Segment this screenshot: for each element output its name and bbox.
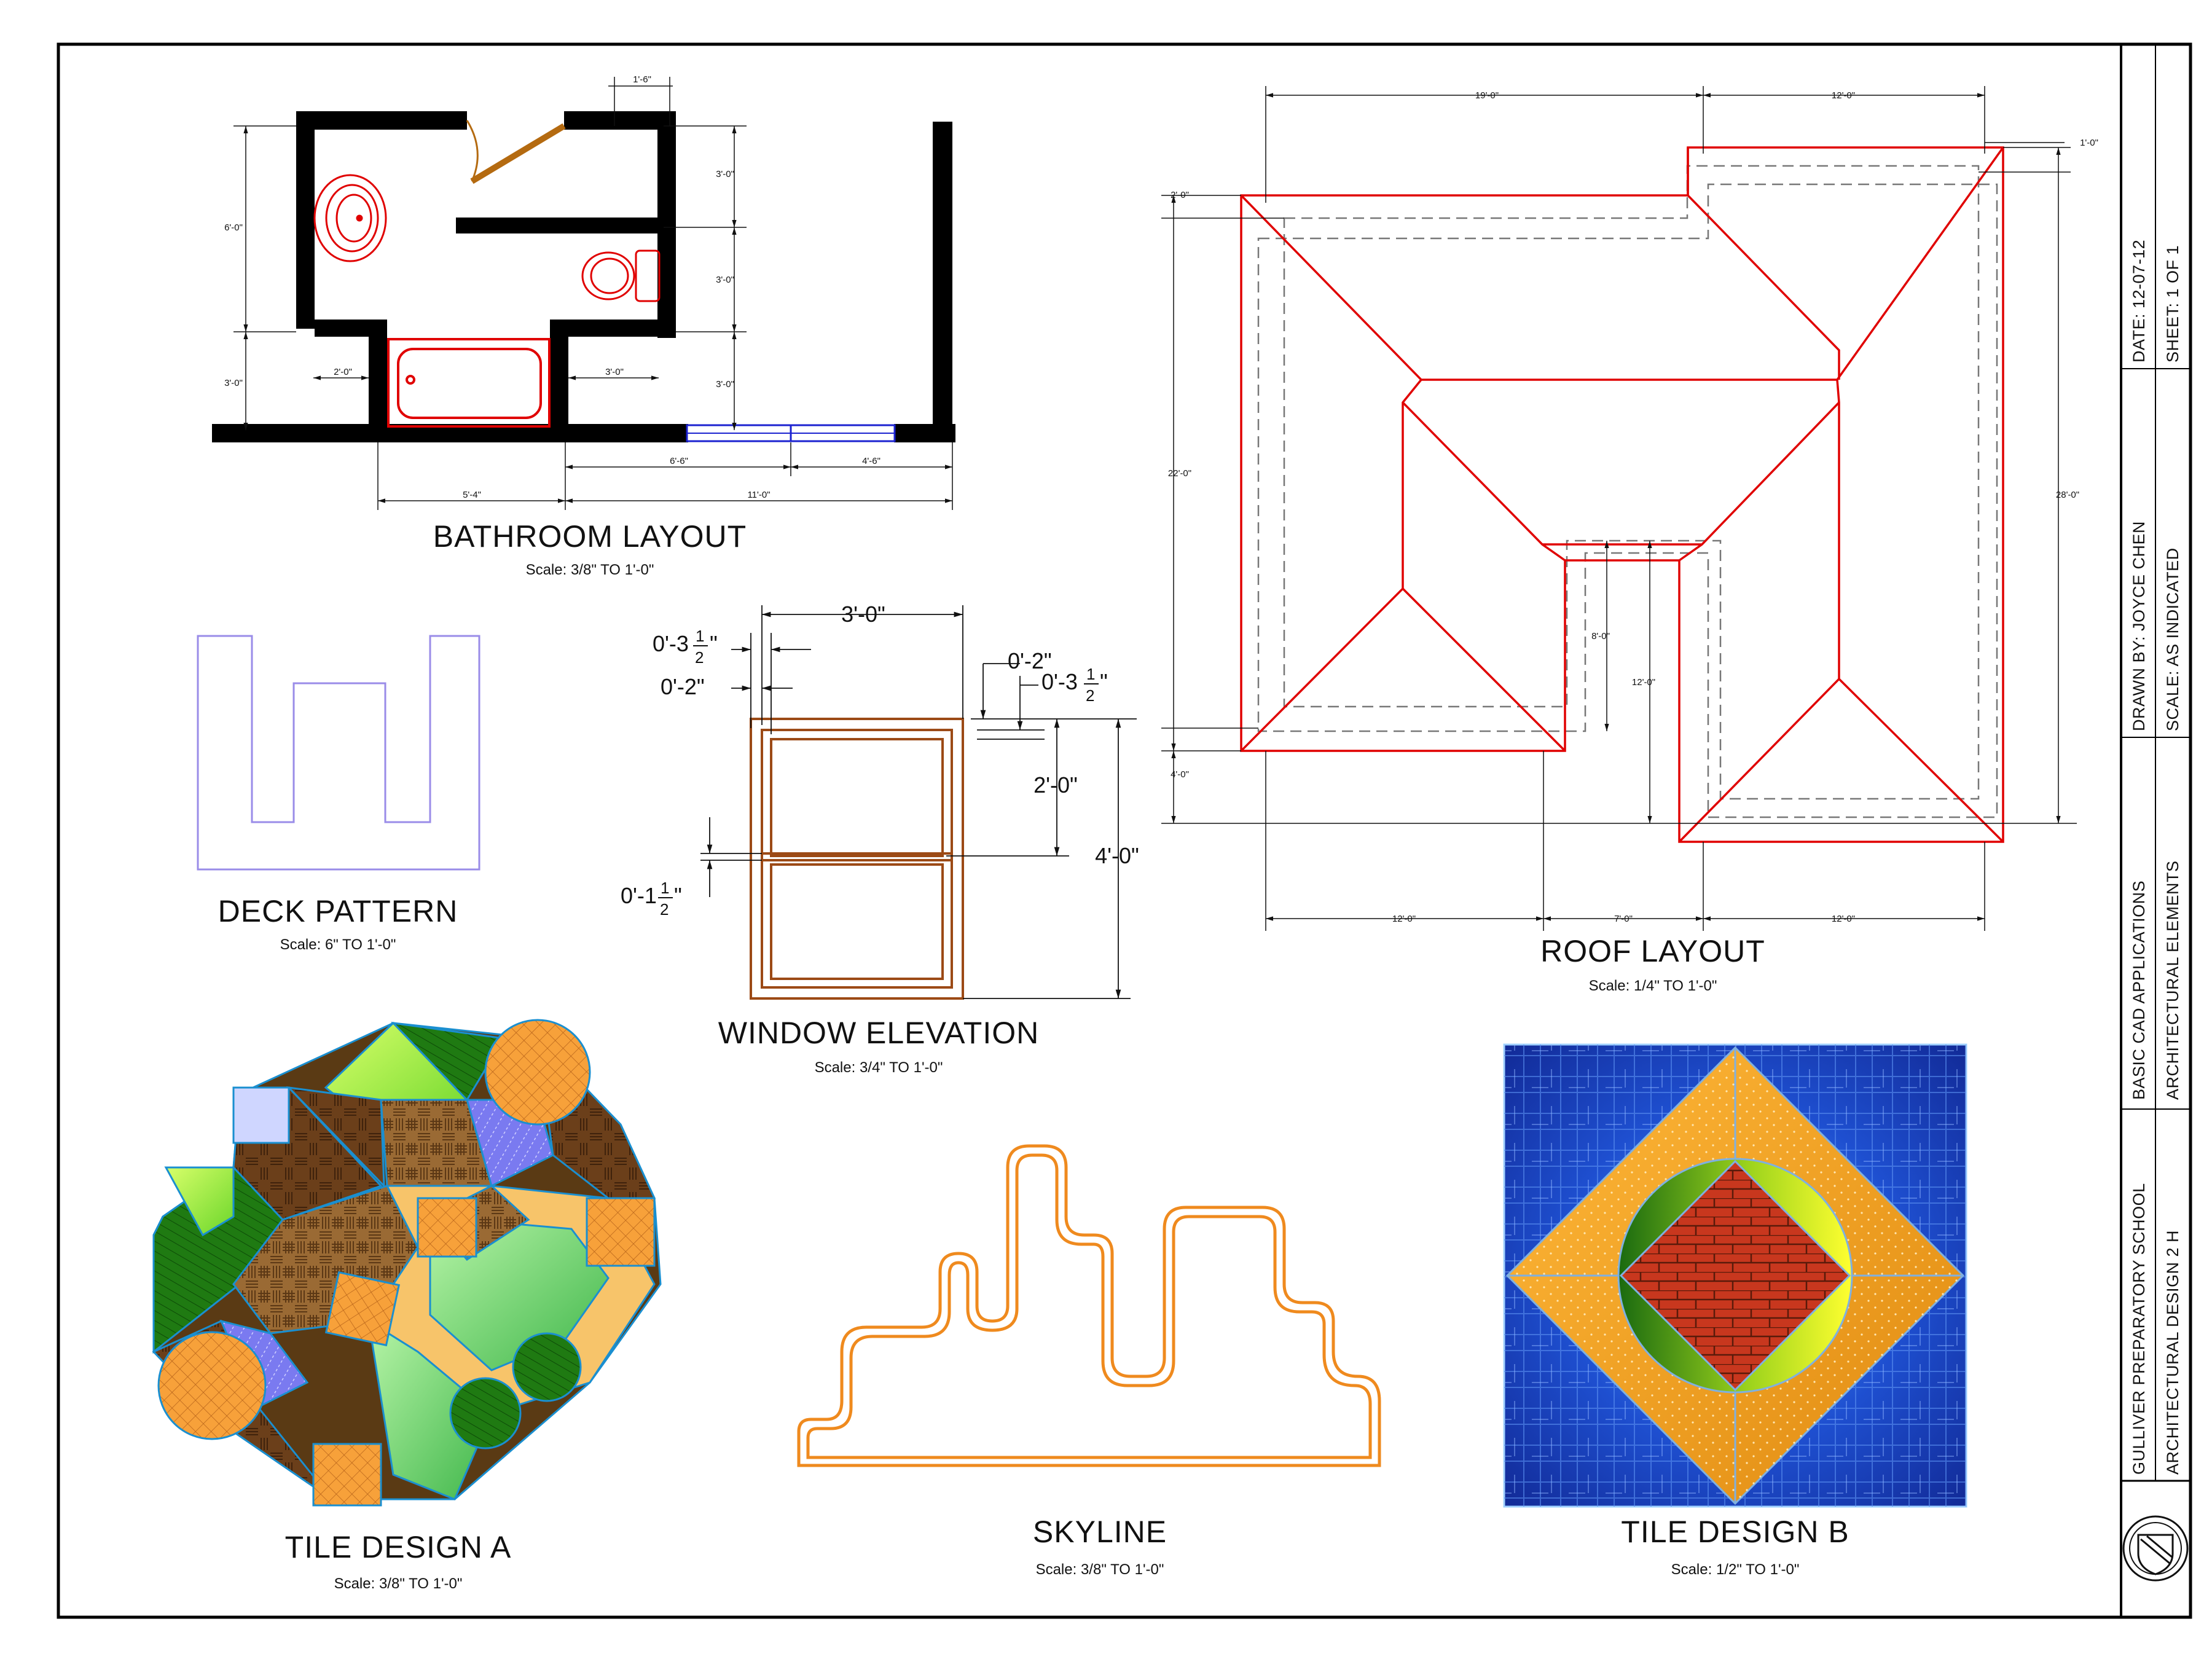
tile-design-a [152, 1019, 662, 1507]
tile-b-title: TILE DESIGN B [1621, 1515, 1849, 1549]
tile-a-circle [157, 1331, 267, 1440]
roof-dim-inner-a: 8'-0" [1591, 631, 1610, 641]
window-frame-a-den: 2 [695, 648, 704, 667]
toilet-icon [581, 249, 661, 302]
tile-b-brick-square [1619, 1159, 1851, 1392]
tile-a-circle [484, 1019, 591, 1126]
tile-a-title: TILE DESIGN A [285, 1530, 512, 1564]
window-title: WINDOW ELEVATION [718, 1016, 1040, 1050]
window-right-frac-num: 1 [1086, 665, 1095, 683]
roof-dim-overhang-left: 2'-0" [1171, 190, 1189, 200]
title-block-sheet: SHEET: 1 OF 1 [2163, 245, 2182, 363]
window-meeting-rail-dim: 0'-1 [621, 883, 657, 908]
window-upper-sash [770, 738, 944, 857]
dim-tub-right: 3'-0" [605, 367, 624, 377]
dim-right-low: 3'-0" [716, 379, 734, 390]
bathroom-walls [212, 111, 955, 442]
tile-a-square [324, 1271, 401, 1347]
roof-dim-right-height: 28'-0" [2056, 490, 2079, 500]
window-meeting-den: 2 [660, 900, 669, 919]
roof-dim-top-left: 19'-0" [1475, 90, 1499, 101]
window-frame-a-num: 1 [696, 627, 704, 645]
title-block-date: DATE: 12-07-12 [2130, 240, 2148, 363]
tile-a-scale: Scale: 3/8" TO 1'-0" [334, 1575, 463, 1592]
window-frame-b-dim: 0'-2" [661, 674, 705, 699]
window-width-dim: 3'-0" [841, 602, 885, 627]
deck-scale: Scale: 6" TO 1'-0" [280, 936, 396, 953]
tile-a-square [586, 1197, 656, 1267]
skyline-title: SKYLINE [1033, 1515, 1167, 1549]
bathroom-scale: Scale: 3/8" TO 1'-0" [526, 562, 654, 578]
window-frame-a-dim: 0'-3 [653, 631, 689, 656]
sink-icon [313, 174, 387, 262]
tile-a-circle [512, 1332, 582, 1402]
title-block-school: GULLIVER PREPARATORY SCHOOL [2130, 1183, 2148, 1475]
window-height-dim: 4'-0" [1095, 843, 1139, 868]
dim-tub-left: 2'-0" [334, 367, 352, 377]
roof-dim-inner-b: 12'-0" [1632, 677, 1655, 688]
dim-left-height: 6'-0" [224, 222, 243, 233]
roof-dim-bottom-right: 12'-0" [1832, 914, 1855, 924]
roof-layout: 19'-0" 12'-0" 1'-0" 2'-0" 22'-0" 28'-0" … [1161, 86, 2098, 994]
dim-window-right: 4'-6" [862, 456, 880, 466]
deck-title: DECK PATTERN [218, 894, 458, 928]
roof-dim-overhang-right: 1'-0" [2080, 138, 2098, 148]
window-elevation: 3'-0" 0'-3 1 2 " 0'-2" 0'-2" 0'-3 1 2 " … [621, 602, 1139, 1076]
dim-overall-left: 5'-4" [463, 490, 481, 500]
window-upper-sash-dim: 2'-0" [1033, 772, 1078, 798]
window-meeting-num: 1 [661, 879, 669, 897]
deck-pattern-outline [197, 635, 480, 871]
window-right-frac-den: 2 [1086, 686, 1094, 705]
window-right-small-dim: 0'-2" [1008, 648, 1052, 673]
door-swing-icon [466, 120, 479, 182]
inch-mark-b: " [1100, 669, 1108, 694]
dim-door-gap: 1'-6" [633, 74, 651, 85]
roof-dim-left-height: 22'-0" [1168, 468, 1191, 479]
tile-b-scale: Scale: 1/2" TO 1'-0" [1671, 1561, 1800, 1578]
roof-dim-left-bottom: 4'-0" [1171, 769, 1189, 780]
inch-mark-a: " [710, 631, 718, 656]
skyline [797, 1144, 1381, 1467]
dim-window-left: 6'-6" [670, 456, 688, 466]
dim-right-top: 3'-0" [716, 169, 734, 179]
dim-left-lower: 3'-0" [224, 378, 243, 388]
title-block: DATE: 12-07-12 SHEET: 1 OF 1 DRAWN BY: J… [2121, 240, 2190, 1582]
bathroom-door [470, 123, 566, 184]
title-block-scale: SCALE: AS INDICATED [2163, 547, 2182, 731]
roof-scale: Scale: 1/4" TO 1'-0" [1589, 978, 1717, 994]
window-lower-sash [770, 863, 944, 980]
bathtub-icon [387, 338, 551, 428]
roof-title: ROOF LAYOUT [1540, 934, 1765, 968]
dim-right-mid: 3'-0" [716, 275, 734, 285]
title-block-drawn-by: DRAWN BY: JOYCE CHEN [2130, 521, 2148, 731]
inch-mark-c: " [674, 883, 682, 908]
window-frame [750, 718, 964, 1000]
skyline-scale: Scale: 3/8" TO 1'-0" [1036, 1561, 1164, 1578]
sheet-border [57, 42, 2192, 1619]
dim-overall-right: 11'-0" [747, 490, 770, 500]
title-block-subject: ARCHITECTURAL ELEMENTS [2163, 860, 2182, 1100]
title-block-course: BASIC CAD APPLICATIONS [2130, 880, 2148, 1100]
title-block-class: ARCHITECTURAL DESIGN 2 H [2163, 1230, 2182, 1475]
roof-dim-bottom-left: 12'-0" [1392, 914, 1416, 924]
roof-outline [1240, 146, 2004, 843]
tile-a-square [312, 1443, 382, 1507]
school-seal-icon [2122, 1515, 2189, 1582]
roof-dim-top-right: 12'-0" [1832, 90, 1855, 101]
tile-a-square [417, 1197, 477, 1258]
roof-dim-bottom-mid: 7'-0" [1614, 914, 1633, 924]
bathroom-title: BATHROOM LAYOUT [433, 519, 747, 554]
deck-pattern: DECK PATTERN Scale: 6" TO 1'-0" [197, 635, 480, 953]
window-right-frac-dim: 0'-3 [1041, 669, 1078, 694]
tile-a-circle [449, 1377, 522, 1449]
window-scale: Scale: 3/4" TO 1'-0" [815, 1059, 943, 1076]
bathroom-layout: 1'-6" 6'-0" 3'-0" 3'-0" 3'-0" 3'-0" 2'-0… [212, 74, 955, 578]
tile-design-b [1503, 1043, 1967, 1508]
